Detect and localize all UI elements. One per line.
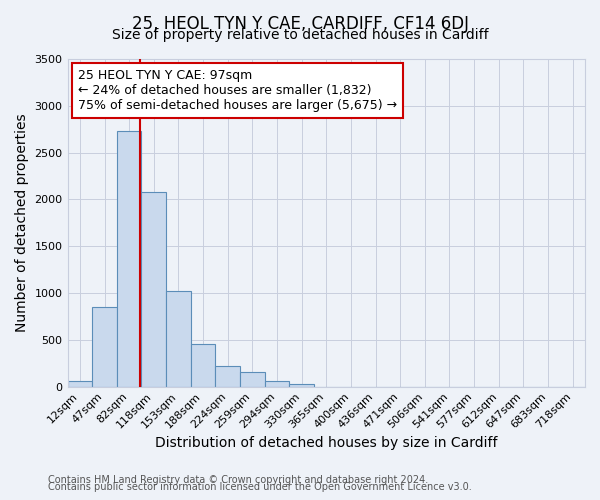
Bar xyxy=(166,291,191,386)
Bar xyxy=(92,306,117,386)
Bar xyxy=(191,344,215,386)
Text: Contains HM Land Registry data © Crown copyright and database right 2024.: Contains HM Land Registry data © Crown c… xyxy=(48,475,428,485)
Text: 25 HEOL TYN Y CAE: 97sqm
← 24% of detached houses are smaller (1,832)
75% of sem: 25 HEOL TYN Y CAE: 97sqm ← 24% of detach… xyxy=(78,69,397,112)
Text: Contains public sector information licensed under the Open Government Licence v3: Contains public sector information licen… xyxy=(48,482,472,492)
Text: Size of property relative to detached houses in Cardiff: Size of property relative to detached ho… xyxy=(112,28,488,42)
Bar xyxy=(240,372,265,386)
Bar xyxy=(215,366,240,386)
Bar xyxy=(117,131,142,386)
Bar xyxy=(265,382,289,386)
Bar xyxy=(142,192,166,386)
X-axis label: Distribution of detached houses by size in Cardiff: Distribution of detached houses by size … xyxy=(155,436,497,450)
Text: 25, HEOL TYN Y CAE, CARDIFF, CF14 6DJ: 25, HEOL TYN Y CAE, CARDIFF, CF14 6DJ xyxy=(131,15,469,33)
Bar xyxy=(289,384,314,386)
Y-axis label: Number of detached properties: Number of detached properties xyxy=(15,114,29,332)
Bar xyxy=(68,382,92,386)
